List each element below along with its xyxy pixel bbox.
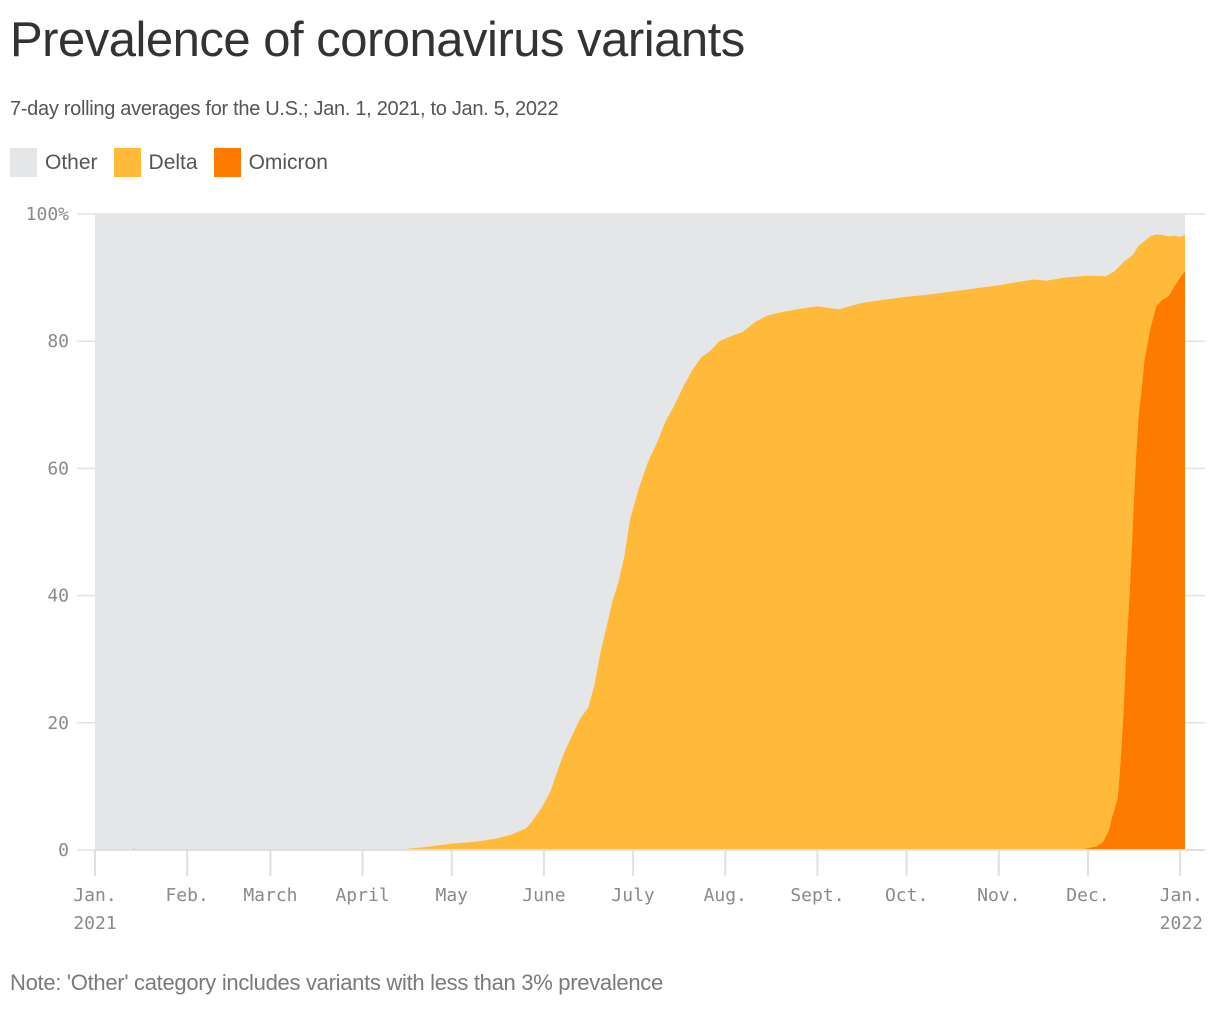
y-tick-label: 60: [47, 458, 69, 479]
x-tick-label: Jan.: [1160, 885, 1203, 906]
x-tick-label: Feb.: [165, 885, 208, 906]
x-tick-label: May: [436, 885, 469, 906]
y-tick-label: 0: [58, 840, 69, 861]
x-tick-label: Jan.: [73, 885, 116, 906]
x-tick-label: Nov.: [977, 885, 1020, 906]
x-tick-label: April: [335, 885, 389, 906]
area-delta: [95, 234, 1185, 850]
x-tick-label: March: [243, 885, 297, 906]
y-tick-label: 40: [47, 586, 69, 607]
legend: Other Delta Omicron: [10, 148, 328, 177]
x-tick-year-label: 2022: [1160, 913, 1203, 934]
y-axis-labels: 0 20 40 60 80 100%: [26, 204, 70, 861]
x-tick-label: Sept.: [790, 885, 844, 906]
x-tick-label: July: [611, 885, 655, 906]
legend-item-other: Other: [10, 148, 98, 177]
legend-label-other: Other: [45, 150, 98, 174]
legend-item-delta: Delta: [113, 148, 198, 177]
y-tick-label: 20: [47, 713, 69, 734]
chart-title: Prevalence of coronavirus variants: [10, 13, 745, 67]
legend-swatch-omicron: [213, 148, 241, 177]
legend-swatch-delta: [113, 148, 141, 177]
legend-label-omicron: Omicron: [248, 150, 328, 174]
y-tick-label: 80: [47, 331, 69, 352]
x-axis: Jan. 2021 Feb. March April May June July Aug. Sep…: [73, 850, 1203, 934]
x-tick-label: June: [522, 885, 565, 906]
x-tick-label: Aug.: [704, 885, 747, 906]
y-tick-label: 100%: [26, 204, 70, 225]
legend-swatch-other: [10, 148, 37, 177]
x-tick-label: Oct.: [885, 885, 928, 906]
chart-subtitle: 7-day rolling averages for the U.S.; Jan…: [10, 98, 559, 120]
x-tick-label: Dec.: [1066, 885, 1109, 906]
footnote: Note: 'Other' category includes variants…: [10, 970, 663, 995]
legend-label-delta: Delta: [148, 150, 198, 174]
x-tick-year-label: 2021: [73, 913, 116, 934]
legend-item-omicron: Omicron: [213, 148, 328, 177]
